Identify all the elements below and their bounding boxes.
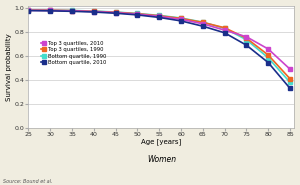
Text: Source: Bound et al.: Source: Bound et al. (3, 179, 52, 184)
X-axis label: Age [years]: Age [years] (141, 139, 182, 145)
Legend: Top 3 quartiles, 2010, Top 3 quartiles, 1990, Bottom quartile, 1990, Bottom quar: Top 3 quartiles, 2010, Top 3 quartiles, … (39, 39, 109, 67)
Text: Women: Women (147, 155, 176, 164)
Y-axis label: Survival probability: Survival probability (6, 33, 12, 101)
